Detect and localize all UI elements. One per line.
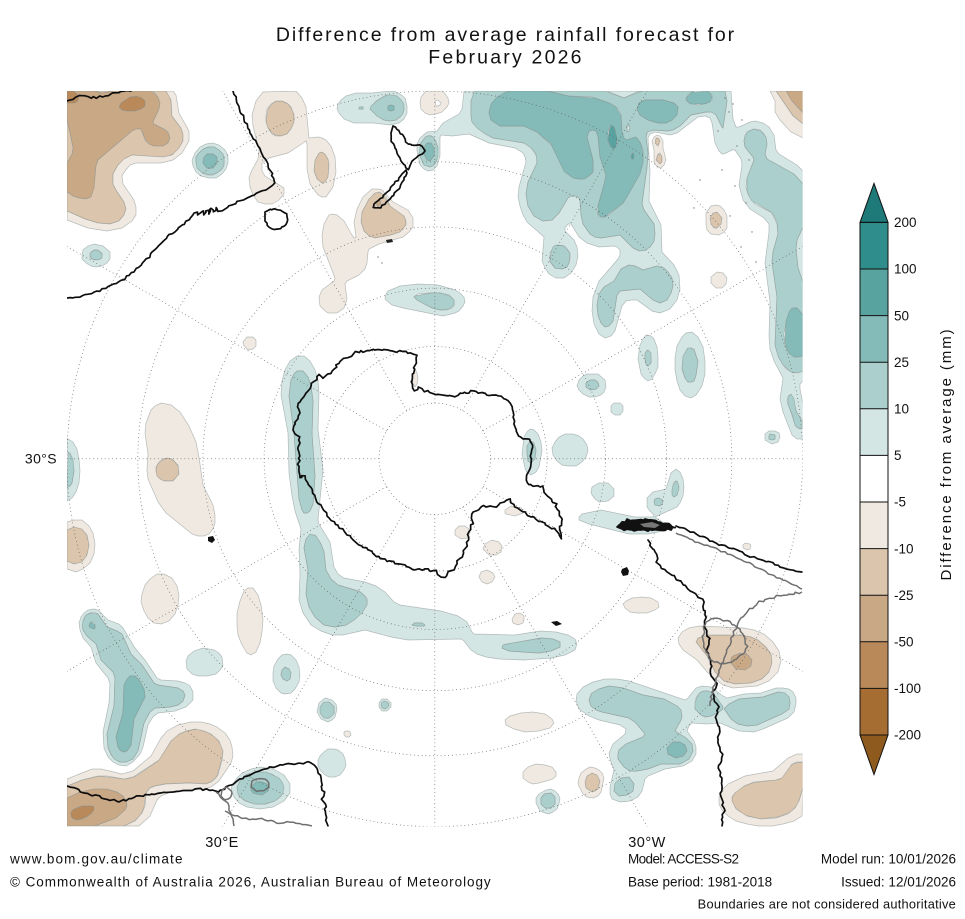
svg-text:-100: -100 <box>894 681 921 696</box>
svg-text:Difference from average rainfa: Difference from average rainfall forecas… <box>276 24 736 46</box>
svg-text:100: 100 <box>894 262 917 277</box>
svg-text:-10: -10 <box>894 541 914 556</box>
svg-text:30°S: 30°S <box>25 451 57 467</box>
svg-text:30°E: 30°E <box>205 835 239 851</box>
svg-text:-50: -50 <box>894 635 914 650</box>
svg-text:5: 5 <box>894 448 902 463</box>
svg-text:Issued: 12/01/2026: Issued: 12/01/2026 <box>841 875 956 890</box>
svg-text:50: 50 <box>894 308 909 323</box>
svg-text:-25: -25 <box>894 588 914 603</box>
svg-text:Difference from average (mm): Difference from average (mm) <box>938 328 955 581</box>
svg-text:Boundaries are not considered: Boundaries are not considered authoritat… <box>698 897 956 912</box>
svg-text:Base period: 1981-2018: Base period: 1981-2018 <box>628 875 772 890</box>
svg-text:February 2026: February 2026 <box>428 47 583 69</box>
svg-text:30°W: 30°W <box>628 835 666 851</box>
svg-text:Model run: 10/01/2026: Model run: 10/01/2026 <box>821 852 956 867</box>
svg-text:Model: ACCESS-S2: Model: ACCESS-S2 <box>628 852 739 867</box>
svg-text:-5: -5 <box>894 495 906 510</box>
svg-text:-200: -200 <box>894 728 921 743</box>
svg-text:200: 200 <box>894 215 917 230</box>
svg-text:10: 10 <box>894 402 909 417</box>
svg-text:© Commonwealth of Australia 20: © Commonwealth of Australia 2026, Austra… <box>10 875 492 890</box>
svg-text:www.bom.gov.au/climate: www.bom.gov.au/climate <box>9 852 184 867</box>
svg-text:25: 25 <box>894 355 909 370</box>
